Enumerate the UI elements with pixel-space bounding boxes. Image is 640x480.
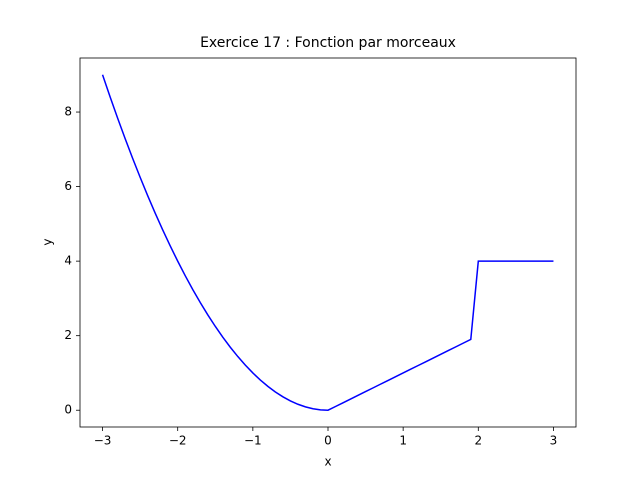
x-tick-label: −1: [244, 434, 262, 448]
y-axis-label: y: [41, 238, 55, 245]
x-tick-label: 2: [474, 434, 482, 448]
y-tick-label: 2: [64, 328, 72, 342]
x-tick-label: 1: [399, 434, 407, 448]
chart-title: Exercice 17 : Fonction par morceaux: [200, 35, 456, 51]
x-tick-label: 3: [550, 434, 558, 448]
x-tick-label: −3: [94, 434, 112, 448]
y-tick-label: 0: [64, 403, 72, 417]
y-tick-label: 4: [64, 254, 72, 268]
x-tick-label: 0: [324, 434, 332, 448]
line-series: [101, 74, 554, 411]
y-tick-label: 6: [64, 179, 72, 193]
x-tick-label: −2: [169, 434, 187, 448]
x-axis-label: x: [324, 455, 331, 469]
y-tick-label: 8: [64, 105, 72, 119]
plot-frame: [79, 57, 577, 428]
